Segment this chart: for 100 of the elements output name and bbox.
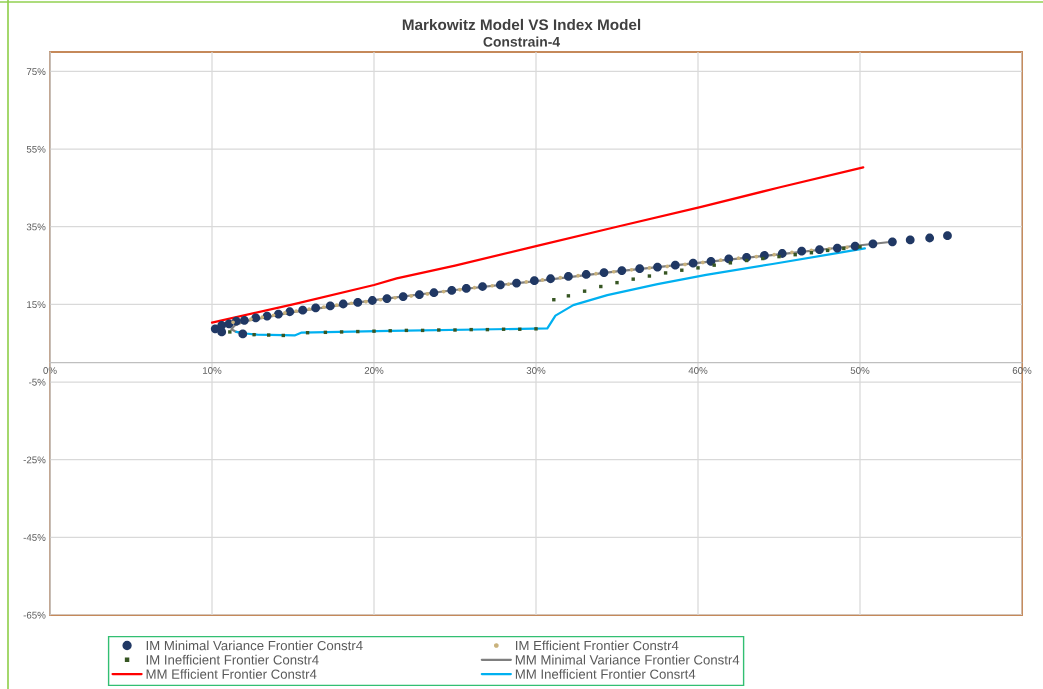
point xyxy=(635,264,645,274)
point xyxy=(311,303,321,313)
point xyxy=(447,286,457,295)
point xyxy=(339,330,344,334)
point xyxy=(617,266,627,275)
chart-subtitle: Constrain-4 xyxy=(483,36,561,47)
point xyxy=(772,252,776,257)
point xyxy=(228,330,232,334)
point xyxy=(349,301,354,306)
point xyxy=(490,283,495,288)
point xyxy=(364,299,368,304)
point xyxy=(529,276,539,286)
point xyxy=(832,243,842,253)
point xyxy=(512,278,521,288)
point xyxy=(943,231,952,241)
point xyxy=(615,280,619,285)
point xyxy=(736,256,741,261)
x-tick-label: 50% xyxy=(850,367,870,374)
point xyxy=(252,332,256,337)
point xyxy=(231,320,235,325)
y-tick-label: -5% xyxy=(28,378,46,386)
point xyxy=(518,327,522,331)
point xyxy=(712,263,716,267)
legend-label: IM Inefficient Frontier Constr4 xyxy=(146,654,319,665)
point xyxy=(540,278,545,282)
legend-label: IM Minimal Variance Frontier Constr4 xyxy=(146,640,363,651)
point xyxy=(478,282,487,291)
point xyxy=(393,295,397,300)
point xyxy=(688,258,698,268)
point xyxy=(294,309,299,313)
point xyxy=(461,284,471,293)
point xyxy=(653,262,662,272)
y-tick-label: 35% xyxy=(26,223,46,231)
y-tick-label: -45% xyxy=(23,534,46,541)
point xyxy=(372,329,376,333)
point xyxy=(868,239,878,249)
x-tick-label: 10% xyxy=(203,367,222,374)
point xyxy=(283,311,287,315)
point xyxy=(353,298,363,307)
point xyxy=(534,327,538,331)
point xyxy=(797,246,807,256)
legend-label: IM Efficient Frontier Constr4 xyxy=(516,640,679,651)
point xyxy=(858,245,862,249)
point xyxy=(472,285,477,290)
point xyxy=(321,305,326,309)
point xyxy=(398,292,408,302)
point xyxy=(815,245,824,255)
point xyxy=(325,301,335,311)
point xyxy=(356,329,360,334)
point xyxy=(566,294,571,298)
y-tick-label: -25% xyxy=(23,456,46,464)
y-tick-label: 55% xyxy=(26,145,46,153)
point xyxy=(382,294,392,303)
point xyxy=(665,264,670,269)
point xyxy=(414,290,424,300)
point xyxy=(338,299,348,309)
y-tick-label: 75% xyxy=(26,68,46,76)
chart-title: Markowitz Model VS Index Model xyxy=(402,18,641,31)
point xyxy=(594,271,598,276)
legend-label: MM Minimal Variance Frontier Constr4 xyxy=(515,654,740,665)
point xyxy=(582,289,587,293)
point xyxy=(267,333,271,337)
point xyxy=(680,268,684,272)
point xyxy=(367,296,377,305)
y-tick-label: 15% xyxy=(27,301,46,308)
point xyxy=(663,271,668,275)
point xyxy=(564,272,573,281)
point xyxy=(777,254,781,259)
point xyxy=(469,327,473,332)
point xyxy=(925,233,935,243)
legend-label: MM Inefficient Frontier Consrt4 xyxy=(515,669,696,679)
point xyxy=(506,282,511,287)
point xyxy=(458,287,462,292)
point xyxy=(761,256,765,261)
legend-label: MM Efficient Frontier Constr4 xyxy=(146,669,317,679)
point xyxy=(728,261,733,265)
point xyxy=(217,320,227,330)
point xyxy=(453,328,457,332)
point xyxy=(409,294,414,298)
point xyxy=(334,303,339,307)
point xyxy=(298,305,308,315)
point xyxy=(546,274,555,284)
point xyxy=(631,277,635,281)
point xyxy=(629,267,634,272)
point xyxy=(425,292,430,296)
point xyxy=(274,309,283,319)
point xyxy=(576,273,580,278)
point xyxy=(285,307,295,317)
point xyxy=(718,258,723,262)
point xyxy=(260,315,265,320)
x-tick-label: 20% xyxy=(364,367,384,374)
point xyxy=(599,284,603,289)
point xyxy=(777,249,787,258)
point xyxy=(905,235,915,245)
point xyxy=(240,315,249,325)
point xyxy=(307,307,312,311)
point xyxy=(552,298,556,302)
x-tick-label: 40% xyxy=(688,367,708,374)
point xyxy=(429,288,439,298)
point xyxy=(378,297,383,302)
